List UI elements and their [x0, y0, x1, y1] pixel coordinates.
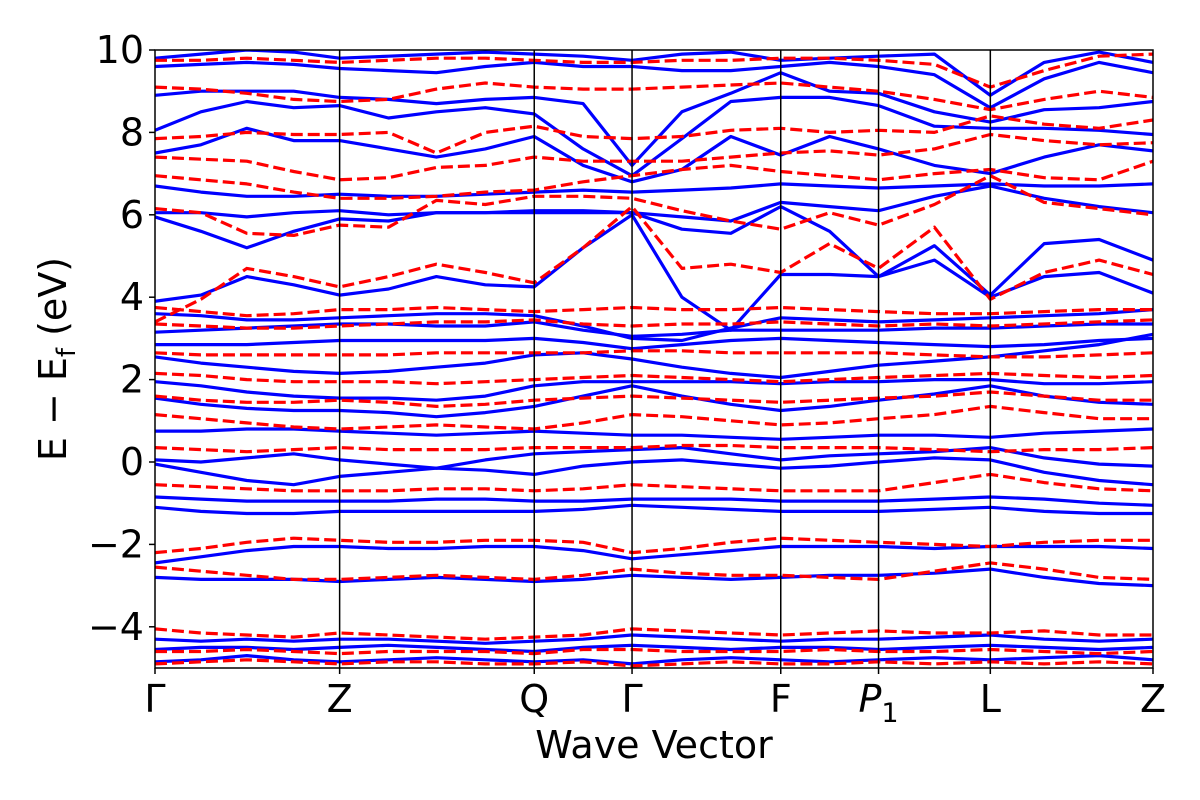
x-tick-label-1: Z [327, 677, 353, 721]
y-axis-label-unit: (eV) [31, 257, 75, 348]
x-tick-label-0: Γ [144, 677, 165, 721]
x-tick-label-2: Q [519, 677, 549, 721]
y-axis-label: E − Ef (eV) [31, 257, 82, 461]
y-tick-label-6: 8 [120, 110, 144, 154]
x-tick-label-5: P1 [858, 677, 898, 729]
dashed-band-38 [155, 205, 1153, 324]
y-tick-label-3: 2 [120, 358, 144, 402]
y-axis-ticks: −4 −2 0 2 4 6 8 10 [88, 28, 155, 649]
x-tick-label-7: Z [1140, 677, 1166, 721]
x-tick-label-6: L [980, 677, 1001, 721]
x-axis-ticks: Γ Z Q Γ F P1 L Z [144, 668, 1166, 729]
plot-frame [154, 49, 1154, 669]
y-axis-label-main: E − E [31, 357, 75, 461]
kpoint-lines [338, 50, 992, 668]
x-tick-label-3: Γ [621, 677, 642, 721]
y-tick-label-0: −4 [88, 605, 144, 649]
y-tick-label-5: 6 [120, 193, 144, 237]
y-axis-label-sub: f [52, 347, 82, 357]
y-tick-label-2: 0 [120, 440, 144, 484]
x-axis-label: Wave Vector [535, 723, 773, 767]
dashed-band-39 [155, 174, 1153, 237]
y-tick-label-7: 10 [96, 28, 144, 72]
x-tick-label-4: F [770, 677, 792, 721]
y-tick-label-1: −2 [88, 522, 144, 566]
y-tick-label-4: 4 [120, 275, 144, 319]
